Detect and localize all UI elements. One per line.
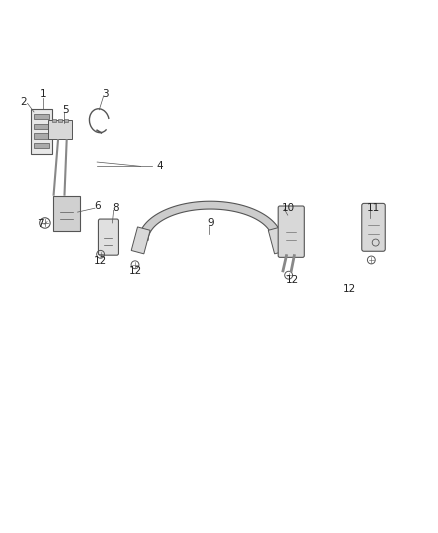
FancyBboxPatch shape (53, 196, 80, 231)
Polygon shape (268, 227, 287, 254)
FancyBboxPatch shape (99, 219, 118, 255)
Text: 11: 11 (367, 203, 380, 213)
Text: 7: 7 (37, 219, 44, 229)
Bar (64, 118, 68, 122)
FancyBboxPatch shape (48, 120, 72, 139)
FancyBboxPatch shape (362, 204, 385, 251)
Bar (35, 124, 49, 129)
Text: 5: 5 (63, 105, 69, 115)
Text: 3: 3 (102, 88, 108, 99)
FancyBboxPatch shape (31, 109, 52, 154)
Bar (35, 133, 49, 139)
Text: 12: 12 (94, 256, 107, 266)
Text: 6: 6 (94, 201, 100, 212)
Bar (35, 143, 49, 148)
Text: 12: 12 (286, 274, 299, 285)
FancyBboxPatch shape (278, 206, 304, 257)
Bar (52, 118, 56, 122)
Text: 2: 2 (21, 97, 27, 107)
Text: 8: 8 (112, 203, 119, 213)
Text: 12: 12 (343, 284, 356, 294)
Text: 9: 9 (207, 218, 214, 228)
Polygon shape (131, 227, 150, 254)
Text: 1: 1 (39, 88, 46, 99)
Polygon shape (138, 201, 282, 240)
Bar (58, 118, 62, 122)
Text: 10: 10 (282, 203, 295, 213)
Text: 4: 4 (157, 160, 163, 171)
Text: 12: 12 (128, 266, 141, 276)
Bar (35, 114, 49, 119)
